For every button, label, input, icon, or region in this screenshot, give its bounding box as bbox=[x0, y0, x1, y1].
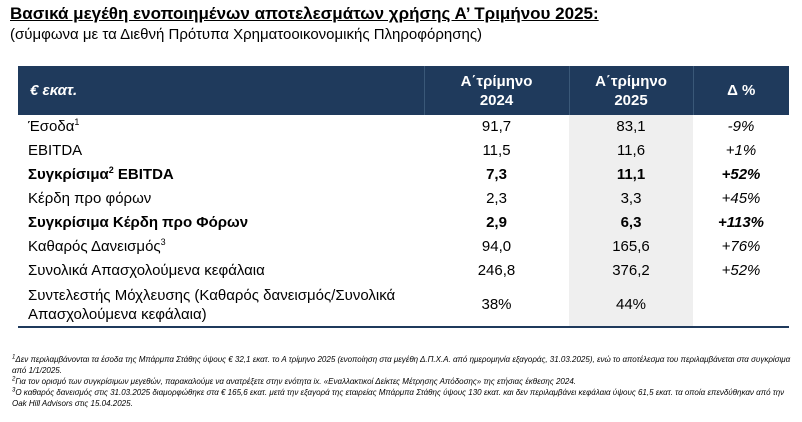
row-label: Καθαρός Δανεισμός3 bbox=[18, 235, 424, 259]
value-2024: 2,3 bbox=[486, 190, 507, 207]
row-label-text: Έσοδα bbox=[28, 118, 75, 135]
table-row: EBITDA 11,5 11,6 +1% bbox=[18, 139, 789, 163]
row-label-suffix: EBITDA bbox=[113, 166, 174, 183]
footnote: 1Δεν περιλαμβάνονται τα έσοδα της Μπάρμπ… bbox=[12, 354, 794, 376]
header-q1-2024-line2: 2024 bbox=[479, 91, 514, 109]
value-2025: 3,3 bbox=[569, 187, 693, 211]
footnote: 3Ο καθαρός δανεισμός στις 31.03.2025 δια… bbox=[12, 387, 794, 409]
footnote: 2Για τον ορισμό των συγκρίσιμων μεγεθών,… bbox=[12, 376, 794, 387]
table-row: Συγκρίσιμα2 EBITDA 7,3 11,1 +52% bbox=[18, 163, 789, 187]
header-q1-2024: Α΄τρίμηνο 2024 bbox=[423, 66, 569, 115]
row-label: Συγκρίσιμα2 EBITDA bbox=[18, 163, 424, 187]
value-2024: 246,8 bbox=[477, 262, 516, 279]
row-label: Κέρδη προ φόρων bbox=[28, 190, 152, 207]
value-2024: 2,9 bbox=[486, 214, 507, 231]
value-delta: +45% bbox=[721, 190, 761, 207]
footnote-text: Για τον ορισμό των συγκρίσιμων μεγεθών, … bbox=[15, 377, 576, 386]
value-2025: 6,3 bbox=[569, 211, 693, 235]
header-q1-2025: Α΄τρίμηνο 2025 bbox=[568, 66, 693, 115]
results-table: € εκατ. Α΄τρίμηνο 2024 Α΄τρίμηνο 2025 Δ … bbox=[18, 66, 789, 328]
value-delta: -9% bbox=[727, 118, 755, 135]
table-row: Καθαρός Δανεισμός3 94,0 165,6 +76% bbox=[18, 235, 789, 259]
value-delta: +76% bbox=[721, 238, 761, 255]
value-2025: 376,2 bbox=[569, 259, 693, 283]
value-2024: 94,0 bbox=[481, 238, 512, 255]
header-delta: Δ % bbox=[692, 66, 789, 115]
row-label: Συνολικά Απασχολούμενα κεφάλαια bbox=[28, 262, 265, 279]
footnote-ref: 1 bbox=[74, 117, 80, 127]
table-row: Κέρδη προ φόρων 2,3 3,3 +45% bbox=[18, 187, 789, 211]
table-row: Συνολικά Απασχολούμενα κεφάλαια 246,8 37… bbox=[18, 259, 789, 283]
value-delta: +113% bbox=[717, 214, 764, 231]
row-label: Συντελεστής Μόχλευσης (Καθαρός δανεισμός… bbox=[18, 283, 424, 328]
value-2024: 11,5 bbox=[482, 142, 511, 159]
header-q1-2024-line1: Α΄τρίμηνο bbox=[460, 72, 533, 90]
table-row: Συντελεστής Μόχλευσης (Καθαρός δανεισμός… bbox=[18, 283, 789, 328]
value-delta bbox=[693, 283, 789, 328]
header-q1-2025-line2: 2025 bbox=[614, 91, 648, 109]
footnotes: 1Δεν περιλαμβάνονται τα έσοδα της Μπάρμπ… bbox=[12, 354, 794, 409]
row-label-text: Συγκρίσιμα bbox=[28, 166, 109, 183]
value-2025: 44% bbox=[569, 283, 693, 328]
footnote-number: 1 bbox=[12, 354, 16, 361]
row-label-text: Καθαρός Δανεισμός bbox=[28, 238, 161, 255]
value-2024: 7,3 bbox=[486, 166, 507, 183]
table-header-row: € εκατ. Α΄τρίμηνο 2024 Α΄τρίμηνο 2025 Δ … bbox=[18, 66, 789, 115]
table-row: Συγκρίσιμα Κέρδη προ Φόρων 2,9 6,3 +113% bbox=[18, 211, 789, 235]
value-2025: 11,1 bbox=[569, 163, 693, 187]
value-delta: +1% bbox=[725, 142, 757, 159]
header-q1-2025-line1: Α΄τρίμηνο bbox=[595, 72, 667, 90]
value-2025: 165,6 bbox=[569, 235, 693, 259]
row-label: Συγκρίσιμα Κέρδη προ Φόρων bbox=[28, 214, 249, 231]
row-label: EBITDA bbox=[28, 142, 83, 159]
value-delta: +52% bbox=[721, 262, 761, 279]
footnote-text: Ο καθαρός δανεισμός στις 31.03.2025 διαμ… bbox=[12, 388, 785, 408]
footnote-ref: 3 bbox=[160, 237, 166, 247]
footnote-ref: 2 bbox=[108, 165, 114, 175]
value-2025: 11,6 bbox=[569, 139, 693, 163]
value-delta: +52% bbox=[721, 166, 761, 183]
table-row: Έσοδα1 91,7 83,1 -9% bbox=[18, 115, 789, 139]
footnote-text: Δεν περιλαμβάνονται τα έσοδα της Μπάρμπα… bbox=[12, 355, 791, 375]
footnote-number: 2 bbox=[12, 376, 16, 383]
header-unit-label: € εκατ. bbox=[18, 66, 424, 115]
row-label: Έσοδα1 bbox=[18, 115, 424, 139]
value-2025: 83,1 bbox=[569, 115, 693, 139]
page-title: Βασικά μεγέθη ενοποιημένων αποτελεσμάτων… bbox=[10, 4, 599, 23]
footnote-number: 3 bbox=[12, 387, 16, 394]
page-subtitle: (σύμφωνα με τα Διεθνή Πρότυπα Χρηματοοικ… bbox=[10, 26, 483, 43]
value-2024: 91,7 bbox=[481, 118, 512, 135]
value-2024: 38% bbox=[424, 283, 569, 328]
